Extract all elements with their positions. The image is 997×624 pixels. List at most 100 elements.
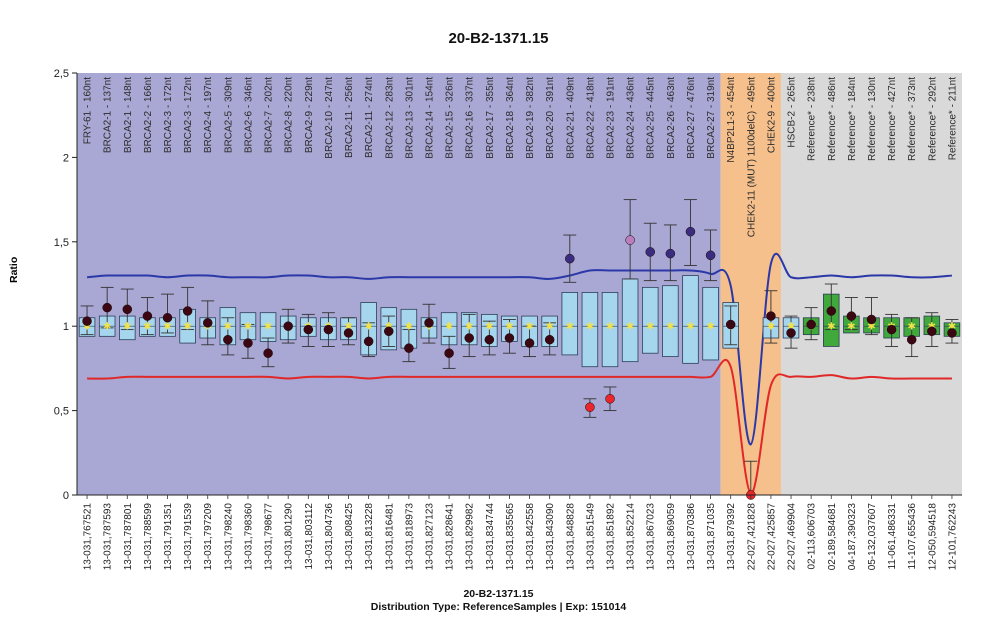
x-tick-label: 13-031,834744	[485, 503, 496, 571]
mean-marker: ✱	[666, 322, 674, 333]
mean-marker: ✱	[948, 322, 956, 333]
probe-box	[641, 286, 659, 354]
ratio-point	[283, 321, 293, 331]
ratio-point	[223, 334, 233, 345]
x-tick-label: 13-031,808425	[344, 503, 355, 571]
probe-label: BRCA2-19 - 382nt	[525, 77, 536, 159]
mean-marker: ✱	[686, 322, 694, 333]
x-tick-label: 13-031,869059	[666, 503, 677, 571]
mean-marker: ✱	[103, 322, 111, 333]
x-tick-label: 13-031,798677	[264, 503, 275, 571]
probe-box	[621, 278, 639, 363]
footer-title: 20-B2-1371.15	[463, 588, 534, 600]
probe-label: HSCB-2 - 265nt	[787, 77, 798, 148]
y-tick-label: 1,5	[54, 237, 69, 249]
mean-marker: ✱	[163, 322, 171, 333]
ratio-point	[927, 326, 937, 337]
probe-label: BRCA2-23 - 191nt	[606, 77, 617, 159]
x-tick-label: 13-031,879392	[726, 503, 737, 571]
x-tick-label: 13-031,835565	[505, 503, 516, 571]
probe-label: BRCA2-18 - 364nt	[505, 77, 516, 159]
mean-marker: ✱	[244, 322, 252, 333]
mean-marker: ✱	[646, 322, 654, 333]
x-tick-label: 13-031,798360	[243, 503, 254, 571]
mean-marker: ✱	[867, 322, 875, 333]
ratio-point	[524, 338, 535, 348]
ratio-point	[464, 333, 474, 343]
mean-marker: ✱	[264, 322, 272, 333]
mean-marker: ✱	[364, 322, 372, 333]
mean-marker: ✱	[505, 322, 513, 333]
probe-label: BRCA2-17 - 355nt	[485, 77, 496, 159]
mean-marker: ✱	[445, 322, 453, 333]
mean-marker: ✱	[586, 322, 594, 333]
limit-lines	[86, 252, 953, 495]
ratio-point	[263, 348, 273, 358]
x-tick-label: 13-031,848828	[565, 503, 576, 571]
x-tick-label: 22-027,469904	[787, 503, 798, 571]
probe-label: Reference* - 238nt	[807, 77, 818, 161]
footer-subtitle: Distribution Type: ReferenceSamples | Ex…	[370, 601, 627, 613]
x-tick-label: 04-187,390323	[847, 503, 858, 571]
probe-label: CHEK2-9 - 400nt	[766, 77, 777, 153]
ratio-point	[665, 248, 676, 259]
region-0	[77, 73, 721, 495]
probe-label: BRCA2-16 - 337nt	[465, 77, 476, 159]
y-tick-label: 2	[63, 152, 69, 164]
probe-label: BRCA2-1 - 148nt	[123, 77, 134, 153]
y-tick-label: 1	[63, 321, 69, 333]
x-tick-labels: 13-031,767521 13-031,787593 13-031,787801 1…	[83, 495, 958, 571]
ratio-point	[102, 302, 112, 313]
mean-marker: ✱	[706, 322, 714, 333]
x-tick-label: 13-031,791351	[163, 503, 174, 571]
x-tick-label: 13-031,787593	[103, 503, 114, 571]
x-tick-label: 13-031,842558	[525, 503, 536, 571]
x-tick-label: 13-031,801290	[284, 503, 295, 571]
ratio-point	[625, 235, 635, 245]
probe-box	[682, 275, 699, 364]
region-2	[780, 73, 962, 495]
x-tick-label: 13-031,851892	[606, 503, 617, 571]
mean-marker: ✱	[908, 322, 916, 333]
probe-label: BRCA2-13 - 301nt	[404, 77, 415, 159]
ratio-point	[866, 314, 877, 325]
ratio-point	[786, 328, 796, 338]
mean-marker: ✱	[83, 322, 91, 333]
mean-marker: ✱	[525, 322, 533, 333]
probe-label: BRCA2-3 - 172nt	[163, 77, 174, 153]
mean-marker: ✱	[123, 322, 131, 333]
mean-marker: ✱	[827, 322, 835, 333]
x-tick-label: 13-031,797209	[203, 503, 214, 571]
x-tick-label: 11-061,486331	[887, 503, 898, 570]
probe-label: BRCA2-15 - 326nt	[445, 77, 456, 159]
probe-label: N4BP2L1-3 - 454nt	[726, 77, 737, 163]
x-tick-label: 13-031,767521	[83, 503, 94, 571]
probe-label: BRCA2-20 - 391nt	[545, 77, 556, 159]
probe-box	[581, 292, 599, 368]
chart-footer: 20-B2-1371.15 Distribution Type: Referen…	[0, 588, 997, 614]
probe-label: BRCA2-5 - 309nt	[223, 77, 234, 153]
ratio-point	[605, 394, 615, 404]
x-tick-label: 13-031,870386	[686, 503, 697, 571]
ratio-point	[685, 226, 696, 237]
probe-box	[702, 286, 719, 361]
chart-title: 20-B2-1371.15	[448, 30, 549, 47]
x-tick-label: 13-031,791539	[183, 503, 194, 571]
probe-label: BRCA2-10 - 247nt	[324, 77, 335, 159]
probe-label: BRCA2-11 - 256nt	[344, 77, 355, 158]
ratio-point	[142, 311, 153, 321]
ratio-point	[504, 333, 515, 343]
x-tick-label: 13-031,852214	[626, 503, 637, 571]
x-tick-label: 13-031,867023	[646, 503, 657, 571]
probe-label: BRCA2-6 - 346nt	[243, 77, 254, 153]
probe-label: BRCA2-3 - 172nt	[183, 77, 194, 153]
x-tick-label: 12-050,594518	[927, 503, 938, 571]
ratio-point	[484, 334, 495, 345]
probe-label: CHEK2-11 (MUT) 1100delC) - 495nt	[746, 77, 757, 237]
probe-label: BRCA2-14 - 154nt	[424, 77, 435, 159]
probe-label: BRCA2-11 - 274nt	[364, 77, 375, 158]
probe-label: Reference* - 211nt	[947, 77, 958, 160]
probe-label: BRCA2-4 - 197nt	[203, 77, 214, 153]
x-tick-label: 22-027,425857	[766, 503, 777, 571]
